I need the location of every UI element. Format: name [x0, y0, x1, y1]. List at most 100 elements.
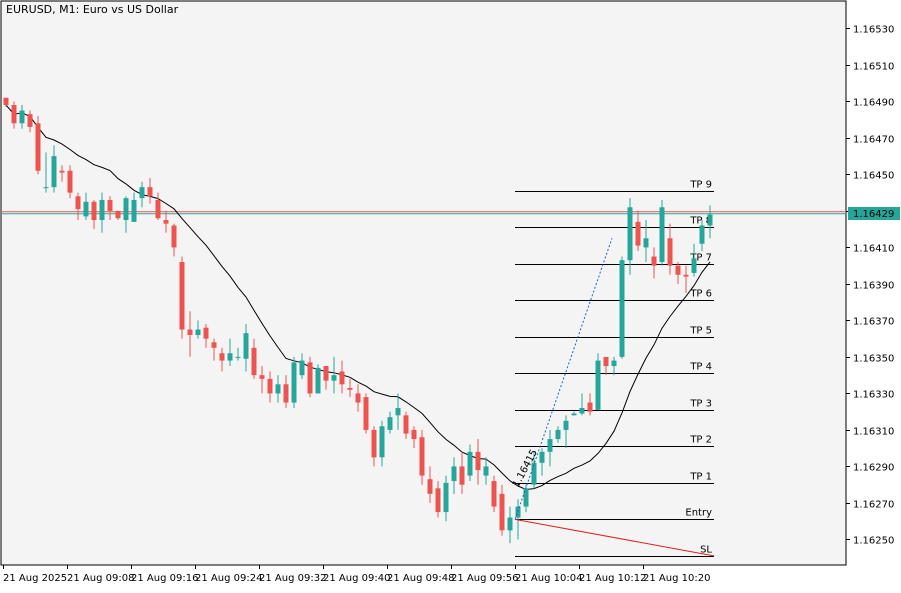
time-tick-label: 21 Aug 09:32 [259, 573, 326, 584]
candle-body [499, 493, 505, 531]
candle-body [475, 451, 481, 471]
time-tick-label: 21 Aug 10:12 [579, 573, 646, 584]
candle-body [75, 196, 81, 210]
time-tick-label: 21 Aug 10:20 [643, 573, 710, 584]
candle-body [203, 327, 209, 339]
candle-body [227, 353, 233, 361]
price-tick-label: 1.16530 [853, 25, 894, 36]
candle-body [299, 360, 305, 376]
price-tick-label: 1.16510 [853, 62, 894, 73]
candle-body [443, 482, 449, 513]
candle-body [155, 199, 161, 219]
time-tick-label: 21 Aug 10:04 [515, 573, 582, 584]
candle-body [187, 329, 193, 336]
candle-body [259, 375, 265, 379]
candle-body [635, 221, 641, 246]
level-label: TP 4 [689, 362, 712, 373]
candle-body [619, 260, 625, 357]
candle-body [555, 429, 561, 440]
price-tick-label: 1.16450 [853, 171, 894, 182]
candle-body [3, 97, 9, 106]
plot-area[interactable] [0, 0, 847, 566]
level-label: TP 6 [689, 289, 712, 300]
candle-body [355, 393, 361, 403]
levels-layer: TP 9 TP 8 TP 7 TP 6 TP 5 TP 4 TP 3 TP 2 TP 1 Entr… [1, 180, 846, 557]
candle-body [19, 110, 25, 124]
candle-body [451, 466, 457, 482]
candle-body [643, 238, 649, 248]
candle-body [435, 488, 441, 513]
candle-body [611, 360, 617, 367]
candle-body [83, 201, 89, 217]
candle-body [579, 408, 585, 414]
price-tick-label: 1.16350 [853, 354, 894, 365]
candle-body [675, 265, 681, 275]
stop-loss-line [514, 518, 715, 557]
time-tick-label: 21 Aug 09:16 [131, 573, 198, 584]
candle-body [507, 517, 513, 531]
level-label: TP 7 [689, 253, 712, 264]
candle-body [595, 360, 601, 410]
candle-body [131, 199, 137, 222]
candle-body [539, 451, 545, 463]
candle-body [171, 225, 177, 248]
time-tick-label: 21 Aug 09:48 [387, 573, 454, 584]
candle-body [139, 187, 145, 199]
level-label: TP 5 [689, 326, 712, 337]
candle-body [27, 114, 33, 127]
candle-body [323, 366, 329, 381]
candle-body [515, 506, 521, 518]
price-tick-label: 1.16290 [853, 463, 894, 474]
candle-body [275, 384, 281, 394]
candle-body [283, 384, 289, 403]
moving-average-layer [5, 104, 711, 491]
candle-body [363, 397, 369, 430]
candle-body [91, 201, 97, 221]
candle-body [243, 333, 249, 359]
candle-body [51, 156, 57, 188]
candle-body [707, 214, 713, 226]
candle-body [483, 466, 489, 476]
candle-body [107, 199, 113, 211]
candle-body [683, 274, 689, 277]
candle-body [67, 170, 73, 193]
candle-body [659, 207, 665, 263]
symbol-title: EURUSD, M1: Euro vs US Dollar [6, 3, 179, 16]
time-tick-label: 21 Aug 09:40 [323, 573, 390, 584]
candle-body [291, 362, 297, 403]
candle-body [371, 429, 377, 458]
time-tick-label: 21 Aug 09:08 [67, 573, 134, 584]
candle-body [99, 199, 105, 221]
price-tick-label: 1.16330 [853, 390, 894, 401]
candle-body [587, 402, 593, 412]
candle-body [115, 210, 121, 219]
level-label: TP 1 [689, 472, 712, 483]
price-axis[interactable]: 1.16530 1.16510 1.16490 1.16470 1.16450 1.164… [846, 25, 900, 547]
price-tick-label: 1.16370 [853, 317, 894, 328]
time-tick-label: 21 Aug 2025 [3, 573, 67, 584]
candle-body [235, 356, 241, 358]
candle-body [531, 462, 537, 485]
candles-layer [3, 97, 713, 544]
candle-body [699, 225, 705, 244]
candle-body [307, 362, 313, 394]
candle-body [315, 367, 321, 394]
moving-average-line [5, 104, 711, 491]
level-label: TP 9 [689, 180, 712, 191]
candle-body [35, 123, 41, 171]
price-tick-label: 1.16470 [853, 135, 894, 146]
candle-body [387, 417, 393, 430]
candle-body [403, 415, 409, 434]
candle-body [251, 347, 257, 376]
candle-body [523, 488, 529, 507]
price-tick-label: 1.16410 [853, 244, 894, 255]
price-tick-label: 1.16490 [853, 98, 894, 109]
candle-body [347, 387, 353, 390]
candle-body [467, 451, 473, 476]
candle-body [123, 198, 129, 221]
candle-body [651, 256, 657, 266]
current-price-badge [848, 207, 900, 220]
